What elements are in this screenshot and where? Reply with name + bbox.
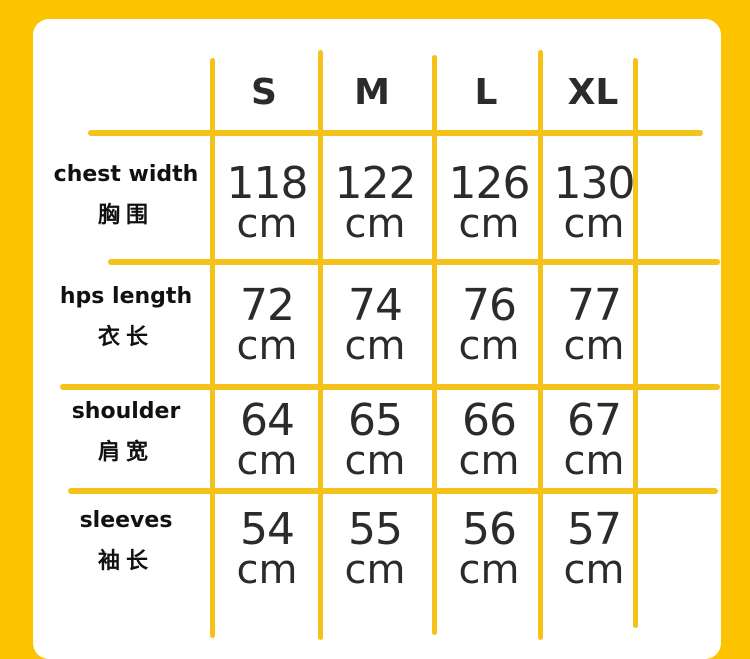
size-header-xl: XL [567,72,619,113]
measurement-unit: cm [236,323,298,369]
measurement-value: 130 [553,158,636,209]
grid-line-vertical [210,58,215,638]
measurement-value: 77 [567,280,622,331]
size-value-cell: 74 cm [322,280,428,369]
size-header-l: L [474,72,498,113]
row-label: chest width 胸围 [40,162,212,229]
size-value-cell: 54 cm [214,504,320,593]
measurement-unit: cm [563,547,625,593]
row-label: shoulder 肩宽 [40,399,212,466]
row-label-zh: 胸围 [97,203,154,228]
row-label-zh: 肩宽 [97,440,154,465]
measurement-unit: cm [458,547,520,593]
size-value-cell: 56 cm [436,504,542,593]
size-header-s: S [251,72,277,113]
measurement-unit: cm [563,323,625,369]
measurement-value: 64 [240,395,295,446]
measurement-value: 76 [462,280,517,331]
size-value-cell: 130 cm [541,158,647,247]
row-label: hps length 衣长 [40,284,212,351]
size-value-cell: 67 cm [541,395,647,484]
row-label-en: hps length [59,284,193,309]
size-value-cell: 64 cm [214,395,320,484]
size-value-cell: 57 cm [541,504,647,593]
measurement-unit: cm [236,438,298,484]
grid-line-horizontal [88,130,703,136]
measurement-unit: cm [344,201,406,247]
measurement-value: 72 [240,280,295,331]
measurement-unit: cm [236,547,298,593]
row-label-zh: 衣长 [97,325,154,350]
measurement-value: 55 [348,504,403,555]
measurement-value: 57 [567,504,622,555]
measurement-value: 66 [462,395,517,446]
measurement-value: 126 [448,158,531,209]
grid-line-vertical [538,50,543,640]
measurement-value: 67 [567,395,622,446]
size-value-cell: 66 cm [436,395,542,484]
measurement-value: 65 [348,395,403,446]
size-value-cell: 118 cm [214,158,320,247]
measurement-unit: cm [563,201,625,247]
grid-line-vertical [633,58,638,628]
size-header-m: M [354,72,390,113]
measurement-value: 56 [462,504,517,555]
grid-line-horizontal [108,259,720,265]
measurement-unit: cm [344,438,406,484]
measurement-value: 54 [240,504,295,555]
grid-line-horizontal [60,384,720,390]
measurement-unit: cm [458,323,520,369]
measurement-unit: cm [563,438,625,484]
grid-line-vertical [318,50,323,640]
row-label-zh: 袖长 [97,549,154,574]
size-value-cell: 126 cm [436,158,542,247]
size-value-cell: 55 cm [322,504,428,593]
measurement-unit: cm [458,438,520,484]
grid-line-horizontal [68,488,718,494]
size-value-cell: 72 cm [214,280,320,369]
size-value-cell: 77 cm [541,280,647,369]
measurement-unit: cm [458,201,520,247]
size-value-cell: 65 cm [322,395,428,484]
measurement-unit: cm [236,201,298,247]
grid-line-vertical [432,55,437,635]
row-label-en: sleeves [79,508,173,533]
measurement-value: 118 [226,158,309,209]
size-chart-card [33,19,721,659]
size-value-cell: 76 cm [436,280,542,369]
measurement-value: 122 [334,158,417,209]
row-label-en: chest width [53,162,199,187]
measurement-unit: cm [344,547,406,593]
row-label-en: shoulder [71,399,181,424]
measurement-unit: cm [344,323,406,369]
row-label: sleeves 袖长 [40,508,212,575]
measurement-value: 74 [348,280,403,331]
size-value-cell: 122 cm [322,158,428,247]
